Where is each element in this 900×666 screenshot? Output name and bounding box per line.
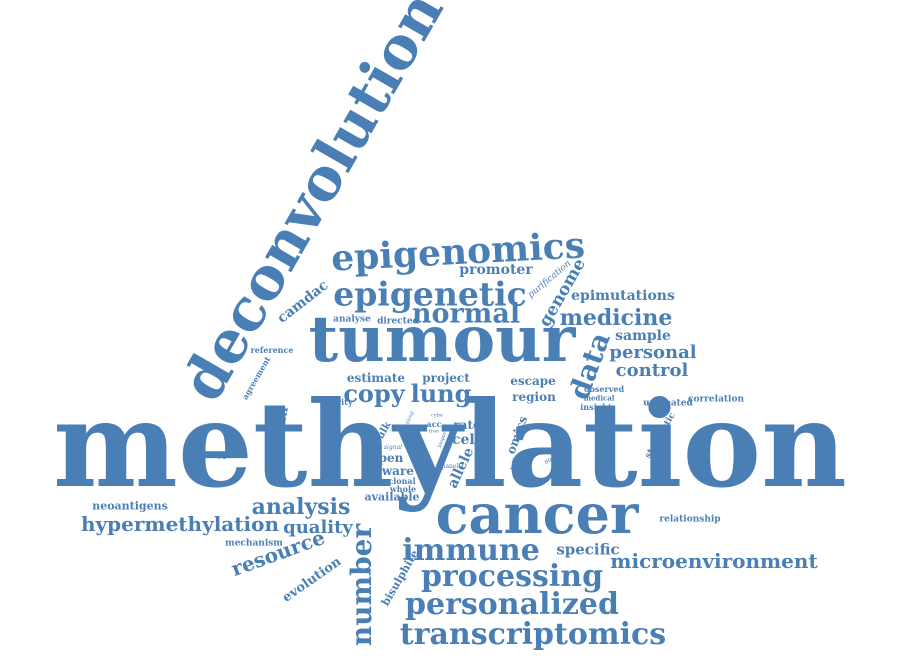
word-microenvironment: microenvironment bbox=[610, 549, 818, 573]
word-processing: processing bbox=[420, 559, 604, 594]
word-project: project bbox=[422, 371, 470, 385]
word-tumour: tumour bbox=[308, 302, 576, 377]
word-immune: immune bbox=[402, 533, 540, 568]
word-specific: specific bbox=[556, 540, 620, 559]
word-cybe: cybe bbox=[431, 412, 443, 419]
word-medical: medical bbox=[583, 393, 615, 403]
word-region: region bbox=[512, 390, 556, 404]
word-untreated: untreated bbox=[643, 398, 693, 409]
word-available: available bbox=[364, 490, 420, 504]
word-signal: signal bbox=[383, 444, 403, 451]
word-correlation: correlation bbox=[687, 394, 745, 405]
word-normal: normal bbox=[411, 298, 521, 330]
word-evolution: evolution bbox=[279, 554, 345, 606]
word-observed: observed bbox=[583, 384, 625, 394]
word-neoantigens: neoantigens bbox=[92, 499, 168, 513]
word-rate: rate bbox=[453, 418, 481, 432]
word-methylation: methylation bbox=[53, 375, 847, 514]
word-personalized: personalized bbox=[405, 587, 619, 622]
word-reference: reference bbox=[250, 345, 294, 355]
word-epigenomics: epigenomics bbox=[330, 224, 586, 280]
word-promoter: promoter bbox=[459, 262, 533, 278]
word-epigenetic: epigenetic bbox=[333, 274, 527, 314]
word-control: control bbox=[615, 360, 689, 381]
word-copy: copy bbox=[343, 379, 405, 408]
word-estimate: estimate bbox=[346, 371, 406, 385]
word-relationship: relationship bbox=[659, 514, 721, 525]
word-aware: aware bbox=[374, 464, 414, 478]
word-sample: sample bbox=[615, 328, 671, 344]
word-whole: whole bbox=[389, 484, 417, 494]
word-escape: escape bbox=[510, 374, 556, 388]
word-quality: quality bbox=[283, 517, 353, 538]
word-personal: personal bbox=[609, 342, 697, 363]
word-cell: cell bbox=[451, 432, 481, 448]
word-analysis: analysis bbox=[251, 494, 351, 520]
word-number: number bbox=[345, 523, 378, 647]
word-genotype: genotype bbox=[192, 449, 234, 459]
word-purity: purity bbox=[325, 397, 353, 407]
word-directed: directed bbox=[377, 316, 419, 327]
word-open: open bbox=[370, 451, 404, 465]
word-acc: acc bbox=[426, 419, 442, 429]
word-insight: insight bbox=[580, 402, 612, 412]
word-lung: lung bbox=[410, 379, 472, 408]
word-mechanism: mechanism bbox=[225, 538, 283, 549]
word-clonal: clonal bbox=[388, 476, 416, 486]
word-medicine: medicine bbox=[559, 305, 673, 331]
word-analyse: analyse bbox=[333, 314, 371, 325]
word-cancer: cancer bbox=[435, 482, 639, 546]
word-hypermethylation: hypermethylation bbox=[81, 512, 279, 536]
word-epimutations: epimutations bbox=[571, 288, 675, 304]
word-panel: panel bbox=[441, 463, 459, 470]
word-free: free bbox=[428, 428, 440, 435]
word-transcriptomics: transcriptomics bbox=[399, 617, 667, 652]
